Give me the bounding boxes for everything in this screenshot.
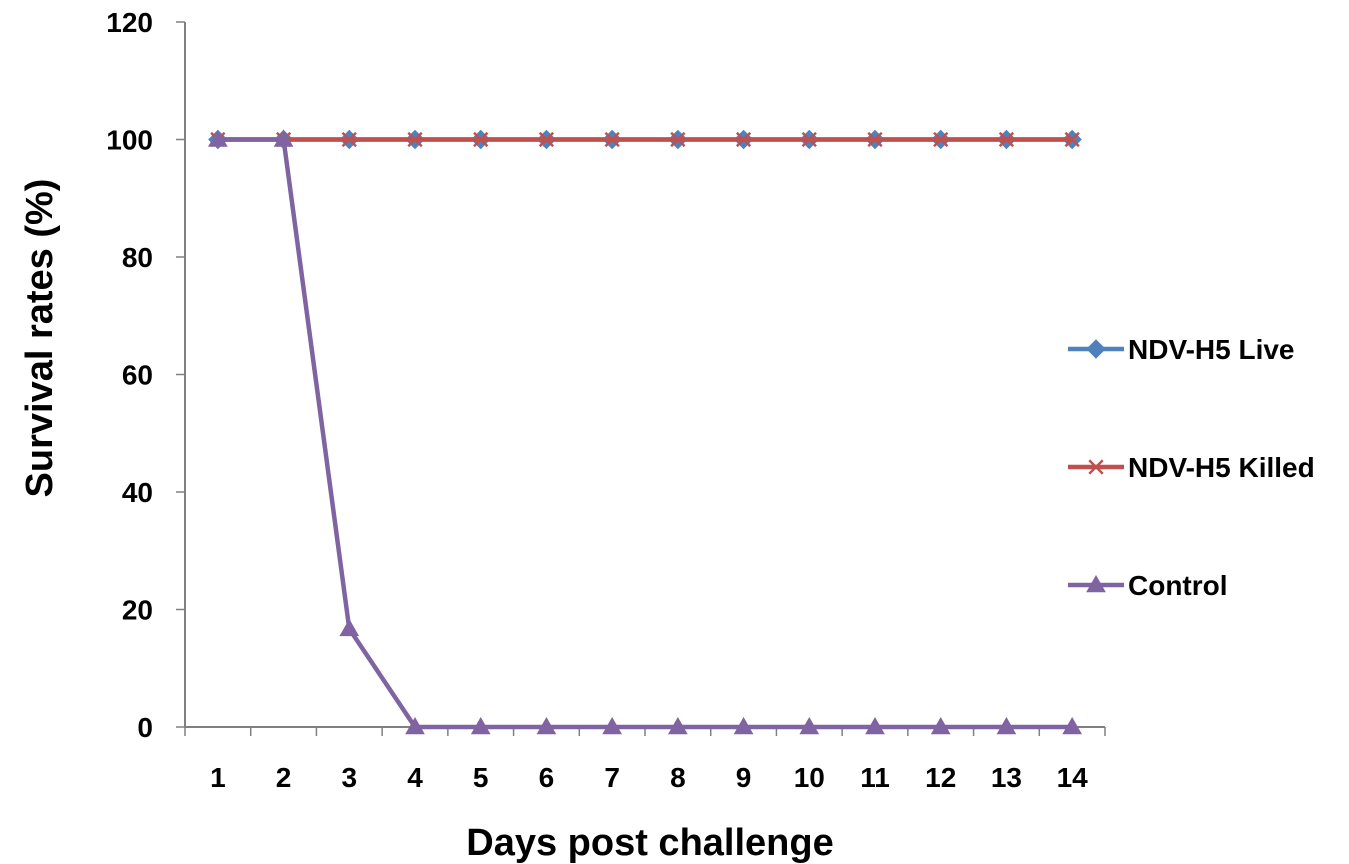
data-point xyxy=(733,716,754,735)
data-point xyxy=(667,716,688,735)
y-tick-label: 100 xyxy=(106,125,153,156)
data-point xyxy=(996,716,1017,735)
data-point-stroke xyxy=(1088,459,1104,475)
data-point-stroke xyxy=(670,131,686,148)
data-point xyxy=(1062,716,1083,735)
data-point xyxy=(602,716,623,735)
data-point xyxy=(473,131,489,148)
axes xyxy=(184,22,1105,728)
data-point-stroke xyxy=(473,131,489,148)
data-point-stroke xyxy=(998,131,1015,148)
data-point xyxy=(1088,459,1104,475)
legend-label: NDV-H5 Live xyxy=(1128,334,1295,365)
data-point xyxy=(1086,339,1106,359)
x-tick-label: 13 xyxy=(991,762,1022,793)
series-control xyxy=(207,129,1083,735)
data-point xyxy=(341,131,357,148)
y-tick-label: 80 xyxy=(122,242,153,273)
data-point xyxy=(735,131,752,148)
y-tick-label: 60 xyxy=(122,360,153,391)
legend-item: NDV-H5 Killed xyxy=(1068,452,1315,483)
data-point xyxy=(1086,574,1106,593)
x-tick-label: 2 xyxy=(276,762,292,793)
x-tick-label: 14 xyxy=(1057,762,1089,793)
y-tick-label: 120 xyxy=(106,7,153,38)
data-point-stroke xyxy=(604,131,620,148)
data-point xyxy=(670,131,686,148)
data-point xyxy=(799,716,820,735)
x-tick-label: 5 xyxy=(473,762,489,793)
x-axis-title: Days post challenge xyxy=(466,822,833,864)
data-point-stroke xyxy=(341,131,357,148)
data-point xyxy=(470,716,491,735)
x-tick-label: 6 xyxy=(539,762,555,793)
x-tick-label: 8 xyxy=(670,762,686,793)
x-tick-label: 1 xyxy=(210,762,226,793)
data-point-stroke xyxy=(407,131,423,148)
legend-label: Control xyxy=(1128,570,1228,601)
data-point xyxy=(604,131,620,148)
x-tick-label: 11 xyxy=(860,762,890,793)
x-tick-label: 3 xyxy=(341,762,357,793)
data-point xyxy=(273,129,294,147)
x-tick-label: 9 xyxy=(736,762,752,793)
series-line xyxy=(217,137,1073,730)
data-point xyxy=(865,716,885,735)
data-point xyxy=(1064,131,1080,148)
legend-item: NDV-H5 Live xyxy=(1068,334,1295,365)
data-point xyxy=(933,131,949,148)
data-point xyxy=(207,129,228,147)
data-point-stroke xyxy=(867,131,883,148)
y-tick-label: 20 xyxy=(122,595,153,626)
x-tick-label: 4 xyxy=(407,762,423,793)
data-point-stroke xyxy=(735,131,752,148)
legend-item: Control xyxy=(1068,570,1228,601)
data-point xyxy=(998,131,1015,148)
series-layer xyxy=(207,129,1083,735)
data-point-stroke xyxy=(1064,131,1080,148)
series-ndv-h5-killed xyxy=(210,131,1080,148)
legend: NDV-H5 Live NDV-H5 Killed Control xyxy=(1068,334,1315,601)
x-tick-label: 12 xyxy=(925,762,956,793)
y-tick-label: 40 xyxy=(122,477,153,508)
x-tick-label: 7 xyxy=(604,762,620,793)
y-tick-label: 0 xyxy=(137,712,153,743)
data-point-stroke xyxy=(801,131,817,148)
data-point-stroke xyxy=(933,131,949,148)
data-point xyxy=(801,131,817,148)
y-axis-title: Survival rates (%) xyxy=(19,179,61,498)
legend-label: NDV-H5 Killed xyxy=(1128,452,1315,483)
data-point xyxy=(930,716,951,735)
data-point xyxy=(536,716,557,735)
data-point xyxy=(339,618,360,637)
data-point xyxy=(867,131,883,148)
data-point xyxy=(405,716,425,735)
data-point xyxy=(407,131,423,148)
data-point xyxy=(538,131,555,148)
x-tick-label: 10 xyxy=(794,762,825,793)
data-point-stroke xyxy=(538,131,555,148)
y-ticks: 0 20 40 60 80 100 120 xyxy=(106,7,185,743)
x-ticks: 1 2 3 4 5 6 7 8 9 10 11 12 13 14 xyxy=(184,727,1106,793)
